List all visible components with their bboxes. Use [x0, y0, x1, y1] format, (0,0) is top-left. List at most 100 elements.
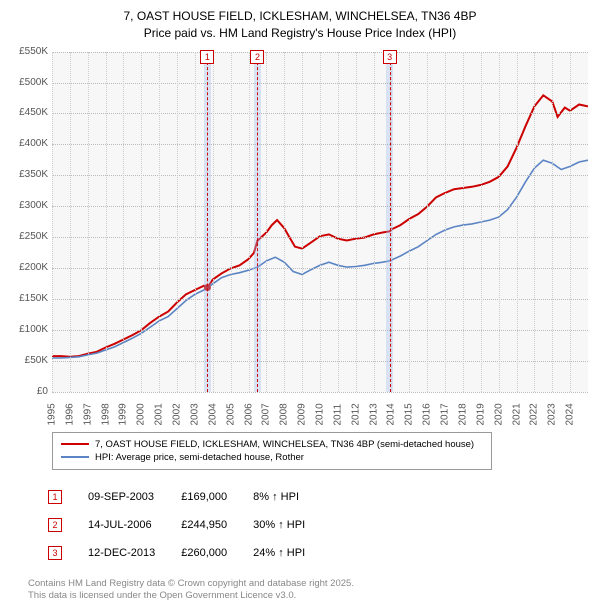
legend-label: HPI: Average price, semi-detached house,…: [95, 452, 304, 463]
y-tick-label: £350K: [12, 169, 48, 180]
event-date: 14-JUL-2006: [76, 512, 167, 538]
gridline-v: [445, 52, 446, 392]
y-tick-label: £100K: [12, 324, 48, 335]
title-line1: 7, OAST HOUSE FIELD, ICKLESHAM, WINCHELS…: [12, 8, 588, 25]
x-tick-label: 2005: [225, 401, 236, 425]
footer-line2: This data is licensed under the Open Gov…: [28, 590, 588, 602]
legend-swatch: [61, 443, 89, 445]
gridline-v: [177, 52, 178, 392]
x-tick-label: 2022: [529, 401, 540, 425]
gridline-v: [356, 52, 357, 392]
gridline-v: [320, 52, 321, 392]
event-row: 2 14-JUL-2006£244,95030% ↑ HPI: [36, 512, 317, 538]
event-date: 12-DEC-2013: [76, 540, 167, 566]
gridline-v: [463, 52, 464, 392]
legend-swatch: [61, 456, 89, 458]
gridline-v: [249, 52, 250, 392]
y-tick-label: £550K: [12, 46, 48, 57]
marker-number: 1: [200, 50, 214, 64]
event-price: £169,000: [169, 484, 239, 510]
event-marker: 1: [48, 490, 62, 504]
title-line2: Price paid vs. HM Land Registry's House …: [12, 25, 588, 42]
legend-label: 7, OAST HOUSE FIELD, ICKLESHAM, WINCHELS…: [95, 439, 474, 450]
x-tick-label: 2004: [207, 401, 218, 425]
gridline-v: [52, 52, 53, 392]
event-marker: 2: [48, 518, 62, 532]
gridline-v: [141, 52, 142, 392]
event-delta: 24% ↑ HPI: [241, 540, 317, 566]
x-tick-label: 2003: [189, 401, 200, 425]
y-tick-label: £450K: [12, 107, 48, 118]
marker-number: 3: [383, 50, 397, 64]
x-tick-label: 2017: [440, 401, 451, 425]
x-tick-label: 1997: [82, 401, 93, 425]
chart-area: £0£50K£100K£150K£200K£250K£300K£350K£400…: [12, 52, 588, 422]
gridline-v: [195, 52, 196, 392]
x-tick-label: 2019: [475, 401, 486, 425]
x-tick-label: 2012: [350, 401, 361, 425]
x-tick-label: 2001: [154, 401, 165, 425]
x-tick-label: 2015: [404, 401, 415, 425]
x-tick-label: 1995: [47, 401, 58, 425]
event-row: 1 09-SEP-2003£169,0008% ↑ HPI: [36, 484, 317, 510]
x-tick-label: 1999: [118, 401, 129, 425]
legend-item: 7, OAST HOUSE FIELD, ICKLESHAM, WINCHELS…: [61, 439, 483, 450]
gridline-v: [499, 52, 500, 392]
x-tick-label: 2014: [386, 401, 397, 425]
y-tick-label: £200K: [12, 262, 48, 273]
x-tick-label: 2000: [136, 401, 147, 425]
marker-number: 2: [250, 50, 264, 64]
x-tick-label: 2023: [547, 401, 558, 425]
gridline-v: [213, 52, 214, 392]
y-tick-label: £50K: [12, 355, 48, 366]
gridline-v: [123, 52, 124, 392]
gridline-v: [409, 52, 410, 392]
y-tick-label: £300K: [12, 200, 48, 211]
gridline-v: [266, 52, 267, 392]
event-row: 3 12-DEC-2013£260,00024% ↑ HPI: [36, 540, 317, 566]
gridline-v: [374, 52, 375, 392]
gridline-v: [517, 52, 518, 392]
y-tick-label: £150K: [12, 293, 48, 304]
footer-line1: Contains HM Land Registry data © Crown c…: [28, 578, 588, 590]
gridline-h: [52, 392, 588, 393]
gridline-v: [231, 52, 232, 392]
x-tick-label: 2009: [297, 401, 308, 425]
legend-item: HPI: Average price, semi-detached house,…: [61, 452, 483, 463]
event-price: £260,000: [169, 540, 239, 566]
event-delta: 30% ↑ HPI: [241, 512, 317, 538]
gridline-v: [284, 52, 285, 392]
y-tick-label: £500K: [12, 77, 48, 88]
x-tick-label: 2010: [315, 401, 326, 425]
x-tick-label: 2021: [511, 401, 522, 425]
gridline-v: [70, 52, 71, 392]
gridline-v: [481, 52, 482, 392]
event-date: 09-SEP-2003: [76, 484, 167, 510]
gridline-v: [106, 52, 107, 392]
x-tick-label: 2020: [493, 401, 504, 425]
event-delta: 8% ↑ HPI: [241, 484, 317, 510]
gridline-v: [570, 52, 571, 392]
x-tick-label: 2008: [279, 401, 290, 425]
x-tick-label: 2018: [457, 401, 468, 425]
x-tick-label: 2013: [368, 401, 379, 425]
marker-line: [207, 52, 208, 392]
marker-line: [257, 52, 258, 392]
x-tick-label: 2011: [332, 401, 343, 425]
chart-title: 7, OAST HOUSE FIELD, ICKLESHAM, WINCHELS…: [12, 8, 588, 42]
gridline-v: [302, 52, 303, 392]
y-tick-label: £0: [12, 386, 48, 397]
y-tick-label: £250K: [12, 231, 48, 242]
events-table: 1 09-SEP-2003£169,0008% ↑ HPI 2 14-JUL-2006…: [34, 482, 319, 568]
gridline-v: [338, 52, 339, 392]
event-marker: 3: [48, 546, 62, 560]
x-tick-label: 2016: [422, 401, 433, 425]
event-price: £244,950: [169, 512, 239, 538]
legend: 7, OAST HOUSE FIELD, ICKLESHAM, WINCHELS…: [52, 432, 492, 470]
gridline-v: [552, 52, 553, 392]
x-tick-label: 1998: [100, 401, 111, 425]
marker-line: [390, 52, 391, 392]
x-tick-label: 2002: [172, 401, 183, 425]
x-tick-label: 2007: [261, 401, 272, 425]
gridline-v: [159, 52, 160, 392]
